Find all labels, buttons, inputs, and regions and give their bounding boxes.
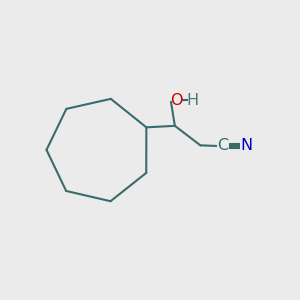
Text: N: N [241,138,253,153]
Text: C: C [217,138,228,153]
Text: H: H [186,93,198,108]
Text: O: O [170,93,183,108]
